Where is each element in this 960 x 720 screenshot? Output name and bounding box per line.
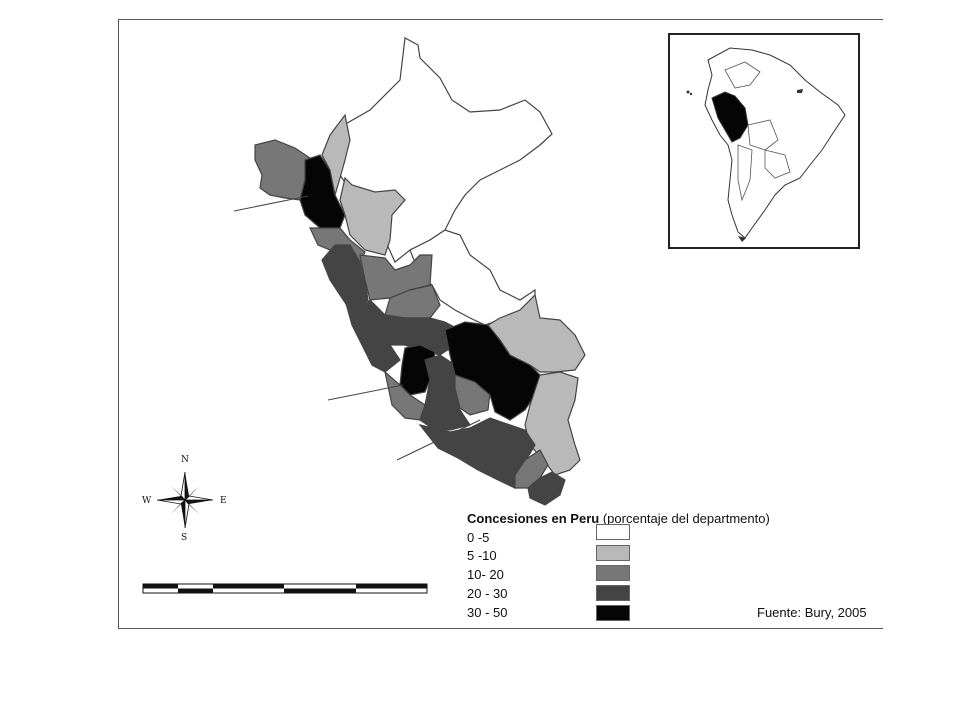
scale-bar xyxy=(142,583,428,594)
region-puno xyxy=(524,371,581,476)
legend-swatch-0 xyxy=(596,524,630,540)
region-tacna xyxy=(527,471,566,506)
compass-rose-icon xyxy=(156,471,214,529)
legend-label-0: 0 -5 xyxy=(467,530,490,545)
region-madre-de-dios xyxy=(487,293,586,373)
pointer-line-central xyxy=(327,384,404,401)
legend-label-3: 20 - 30 xyxy=(467,586,508,601)
legend-title: Concesiones en Peru (porcentaje del depa… xyxy=(467,511,770,526)
compass-north-label: N xyxy=(181,455,189,465)
legend-title-rest: (porcentaje del departmento) xyxy=(602,511,770,526)
compass-south-label: S xyxy=(181,533,188,543)
compass-west-label: W xyxy=(142,496,152,506)
legend-label-1: 5 -10 xyxy=(467,548,497,563)
legend-swatch-3 xyxy=(596,585,630,601)
source-credit: Fuente: Bury, 2005 xyxy=(757,605,867,620)
pointer-line-south xyxy=(396,419,481,461)
pointer-line-north xyxy=(233,195,309,212)
region-lima xyxy=(343,298,401,373)
region-junin xyxy=(379,314,461,356)
map-frame xyxy=(118,19,883,629)
region-ancash xyxy=(321,244,369,311)
compass-east-label: E xyxy=(220,496,227,506)
legend-swatch-4 xyxy=(596,605,630,621)
legend-swatch-1 xyxy=(596,545,630,561)
legend-label-4: 30 - 50 xyxy=(467,605,508,620)
inset-south-america xyxy=(686,47,846,242)
legend-swatch-2 xyxy=(596,565,630,581)
region-san-martin xyxy=(339,176,406,256)
legend-label-2: 10- 20 xyxy=(467,567,504,582)
region-huancavelica xyxy=(399,344,436,396)
region-amazonas xyxy=(321,113,351,196)
legend-title-bold: Concesiones en Peru xyxy=(467,511,600,526)
